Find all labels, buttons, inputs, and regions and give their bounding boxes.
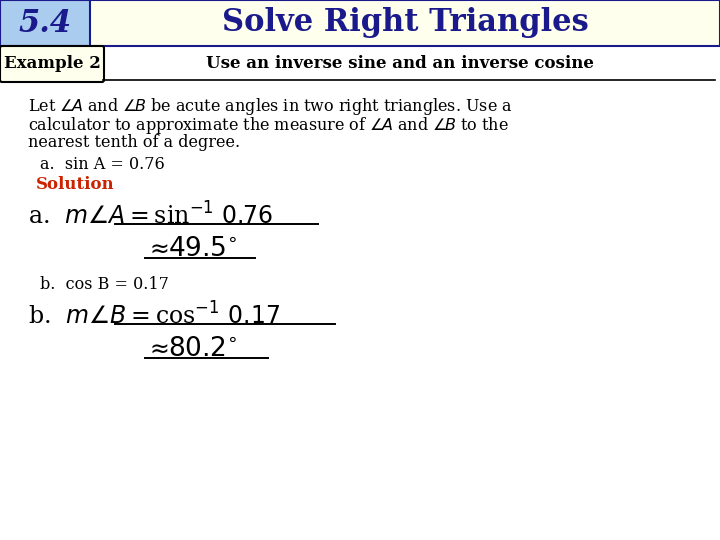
Text: nearest tenth of a degree.: nearest tenth of a degree. [28, 134, 240, 151]
Text: $80.2^{\circ}$: $80.2^{\circ}$ [168, 336, 238, 361]
FancyBboxPatch shape [0, 0, 90, 46]
Text: 5.4: 5.4 [19, 8, 71, 38]
FancyBboxPatch shape [0, 46, 104, 82]
Text: Solve Right Triangles: Solve Right Triangles [222, 8, 588, 38]
Text: Solution: Solution [36, 176, 114, 193]
Text: $\approx$: $\approx$ [145, 236, 169, 260]
Text: $49.5^{\circ}$: $49.5^{\circ}$ [168, 236, 238, 261]
Text: Use an inverse sine and an inverse cosine: Use an inverse sine and an inverse cosin… [206, 56, 594, 72]
Text: a.  $m\angle A = \mathregular{sin}^{-1}\ 0.76$: a. $m\angle A = \mathregular{sin}^{-1}\ … [28, 202, 273, 229]
FancyBboxPatch shape [0, 0, 720, 46]
Text: Let $\angle\!A$ and $\angle\!B$ be acute angles in two right triangles. Use a: Let $\angle\!A$ and $\angle\!B$ be acute… [28, 96, 513, 117]
Text: a.  sin A = 0.76: a. sin A = 0.76 [40, 156, 165, 173]
Text: b.  $m\angle B = \mathregular{cos}^{-1}\ 0.17$: b. $m\angle B = \mathregular{cos}^{-1}\ … [28, 302, 280, 329]
Text: b.  cos B = 0.17: b. cos B = 0.17 [40, 276, 169, 293]
Text: $\approx$: $\approx$ [145, 336, 169, 360]
Text: calculator to approximate the measure of $\angle\!A$ and $\angle\!B$ to the: calculator to approximate the measure of… [28, 115, 509, 136]
Text: Example 2: Example 2 [4, 56, 100, 72]
